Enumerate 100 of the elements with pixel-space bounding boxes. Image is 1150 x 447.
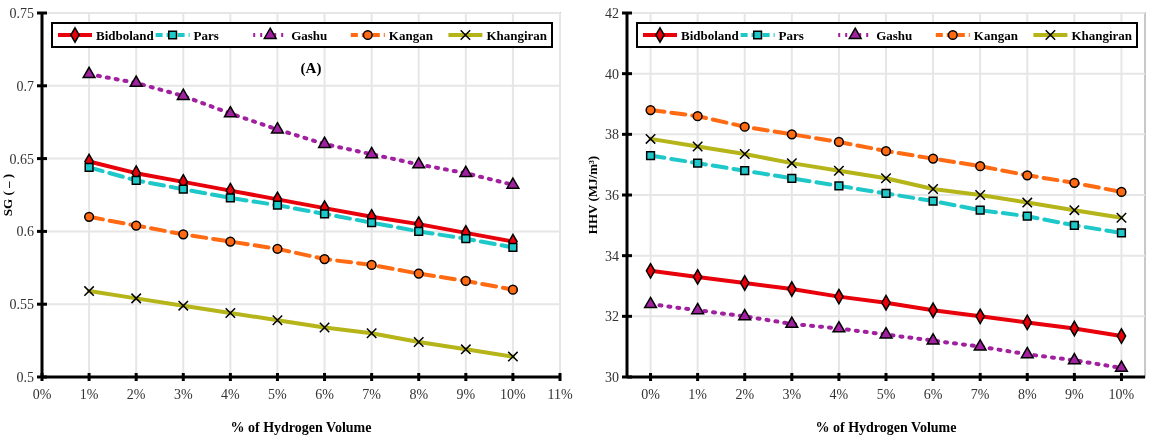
point (84, 162, 94, 172)
x-tick-label: 4% (829, 387, 849, 402)
point (975, 161, 986, 172)
y-tick-label: 0.55 (9, 297, 34, 313)
point (927, 153, 939, 164)
x-tick-label: 1% (79, 387, 99, 402)
y-tick-label: 30 (605, 369, 619, 385)
x-tick-label: 6% (315, 387, 335, 402)
point (272, 200, 283, 210)
point (1116, 186, 1127, 198)
point (738, 308, 752, 321)
point (365, 146, 379, 159)
y-axis-title: HHV (MJ/m³) (585, 155, 600, 235)
legend-label: Khangiran (1071, 27, 1133, 43)
legend-label: Gashu (291, 27, 328, 43)
point (367, 218, 377, 228)
x-tick-label: 3% (173, 387, 193, 402)
point (413, 268, 424, 279)
point (693, 158, 703, 168)
y-tick-label: 34 (605, 248, 619, 264)
y-tick-label: 0.5 (16, 369, 34, 385)
point (82, 66, 96, 79)
point (131, 220, 142, 231)
x-tick-label: 11% (547, 387, 573, 402)
point (1069, 177, 1080, 188)
point (1022, 170, 1033, 181)
point (928, 196, 938, 206)
point (178, 229, 189, 240)
x-tick-label: 4% (221, 387, 241, 402)
point (319, 209, 330, 219)
point (691, 302, 705, 315)
x-tick-label: 7% (970, 387, 990, 402)
x-tick-label: 9% (456, 387, 476, 402)
point (740, 166, 750, 176)
x-tick-label: 2% (126, 387, 146, 402)
point (1069, 220, 1079, 230)
point (833, 136, 845, 148)
point (973, 339, 987, 351)
y-tick-label: 36 (605, 187, 619, 203)
point (832, 320, 846, 333)
legend-label: Kangan (388, 27, 434, 43)
legend-label: Bidboland (96, 27, 155, 43)
point (926, 333, 940, 345)
legend-label: Pars (778, 27, 804, 43)
x-tick-label: 0% (32, 387, 52, 402)
point (785, 316, 799, 329)
y-tick-label: 0.6 (16, 224, 34, 240)
y-tick-label: 0.7 (16, 78, 34, 94)
x-tick-label: 7% (362, 387, 382, 402)
point (83, 211, 95, 222)
point (178, 184, 188, 194)
point (412, 156, 426, 169)
legend-label: Khangiran (486, 27, 548, 43)
x-tick-label: 8% (409, 387, 429, 402)
y-axis-title: SG ( – ) (0, 173, 15, 217)
point (692, 111, 703, 122)
y-tick-label: 40 (605, 66, 619, 82)
point (459, 165, 473, 178)
point (881, 188, 891, 199)
point (786, 129, 797, 140)
legend-label: Gashu (876, 27, 913, 43)
point (645, 104, 656, 116)
x-tick-label: 3% (782, 387, 802, 402)
y-tick-label: 0.65 (9, 151, 34, 167)
x-tick-label: 9% (1065, 387, 1085, 402)
y-tick-label: 42 (605, 5, 619, 21)
point (739, 121, 750, 132)
point (129, 75, 143, 88)
point (460, 275, 471, 287)
x-axis-title: % of Hydrogen Volume (230, 420, 372, 435)
point (131, 175, 141, 186)
x-axis-title: % of Hydrogen Volume (815, 420, 957, 435)
y-tick-label: 38 (605, 127, 619, 143)
point (1020, 346, 1034, 359)
legend-label: Kangan (973, 27, 1019, 43)
point (506, 177, 520, 189)
x-tick-label: 10% (500, 387, 527, 402)
x-tick-label: 6% (923, 387, 943, 402)
point (1022, 211, 1032, 221)
legend-label: Bidboland (681, 27, 740, 43)
point (414, 226, 424, 237)
point (225, 236, 236, 247)
x-tick-label: 2% (735, 387, 755, 402)
point (645, 150, 656, 161)
x-tick-label: 10% (1108, 387, 1135, 402)
point (366, 259, 377, 270)
point (834, 181, 844, 191)
point (787, 173, 797, 183)
point (176, 88, 190, 101)
point (879, 326, 893, 339)
point (975, 205, 985, 215)
point (272, 243, 283, 254)
point (223, 105, 237, 118)
point (643, 296, 658, 309)
point (270, 121, 285, 134)
point (225, 193, 235, 203)
annotation: (A) (300, 60, 322, 77)
point (1114, 360, 1129, 373)
point (319, 253, 330, 265)
point (880, 145, 892, 157)
